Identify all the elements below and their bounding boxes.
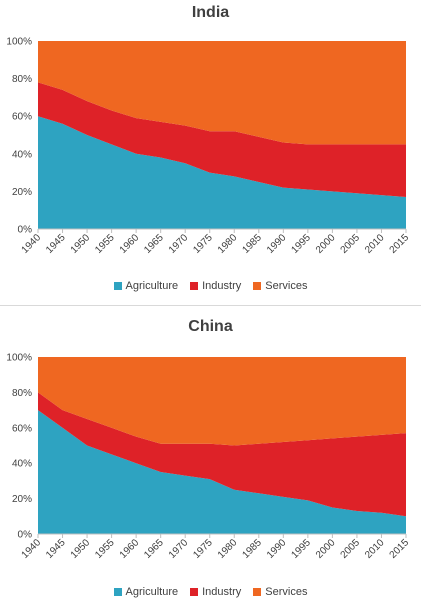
legend-swatch-services [253, 282, 262, 290]
x-tick-label: 1960 [118, 537, 142, 561]
y-tick-label: 0% [18, 225, 33, 236]
x-tick-label: 1995 [289, 537, 313, 561]
x-tick-label: 1985 [240, 232, 264, 256]
legend-swatch-industry [190, 282, 199, 290]
x-tick-label: 1955 [93, 537, 117, 561]
legend-swatch-industry [190, 588, 199, 596]
legend-item-agriculture: Agriculture [113, 280, 179, 292]
legend-swatch-services [253, 588, 262, 596]
legend-swatch-agriculture [113, 282, 122, 290]
x-tick-label: 1975 [191, 232, 215, 256]
area-agriculture [38, 410, 406, 534]
china-chart-plot: 0%20%40%60%80%100%1940 1945 1950 1955 1960 19… [6, 353, 412, 561]
x-tick-label: 1965 [142, 537, 166, 561]
x-tick-label: 1965 [142, 232, 166, 256]
area-industry [38, 82, 406, 198]
area-services [38, 357, 406, 446]
y-tick-label: 40% [12, 459, 32, 470]
x-tick-label: 1950 [69, 537, 93, 561]
legend-label: Agriculture [125, 586, 179, 598]
y-tick-label: 0% [18, 530, 33, 541]
x-tick-label: 1990 [265, 232, 289, 256]
legend-item-services: Services [253, 586, 307, 598]
divider [0, 305, 421, 306]
legend-item-industry: Industry [190, 586, 241, 598]
x-tick-label: 1970 [167, 537, 191, 561]
y-tick-label: 20% [12, 187, 32, 198]
x-tick-label: 1980 [216, 537, 240, 561]
y-tick-label: 20% [12, 494, 32, 505]
legend-label: Services [265, 280, 308, 292]
y-tick-label: 60% [12, 423, 32, 434]
x-tick-label: 1940 [20, 537, 44, 561]
legend-label: Agriculture [125, 280, 179, 292]
x-tick-label: 2010 [363, 232, 387, 256]
china-chart-panel: China 0% 20% 40% 60% 80% 100% 1940 1945 1950 1955… [0, 310, 421, 602]
y-tick-label: 100% [6, 353, 32, 364]
x-tick-label: 1975 [191, 537, 215, 561]
area-industry [38, 392, 406, 517]
legend-label: Industry [202, 280, 242, 292]
x-tick-label: 1970 [167, 232, 191, 256]
y-tick-label: 40% [12, 149, 32, 160]
x-tick-label: 1945 [44, 537, 68, 561]
chart-title: India [191, 4, 230, 21]
x-tick-label: 1960 [118, 232, 142, 256]
y-tick-label: 80% [12, 74, 32, 85]
x-tick-label: 1940 [20, 232, 44, 256]
y-tick-label: 60% [12, 112, 32, 123]
legend-swatch-agriculture [113, 588, 122, 596]
x-tick-label: 1955 [93, 232, 117, 256]
x-tick-label: 2010 [363, 537, 387, 561]
legend-item-industry: Industry [190, 280, 241, 292]
x-tick-label: 1995 [289, 232, 313, 256]
x-tick-label: 1980 [216, 232, 240, 256]
india-chart-panel: India 0% 20% 40% 60% 80% 100% 1940 1945 1950 1955… [0, 0, 421, 300]
legend-item-services: Services [253, 280, 307, 292]
x-tick-label: 1990 [265, 537, 289, 561]
legend-label: Industry [202, 586, 242, 598]
legend: Agriculture Industry Services [0, 586, 421, 598]
y-tick-label: 80% [12, 388, 32, 399]
legend-item-agriculture: Agriculture [113, 586, 179, 598]
area-agriculture [38, 116, 406, 229]
x-tick-label: 2005 [339, 232, 363, 256]
area-services [38, 41, 406, 145]
x-tick-label: 2015 [388, 232, 412, 256]
india-chart-plot: 0%20%40%60%80%100%1940 1945 1950 1955 1960 19… [6, 37, 412, 256]
x-tick-label: 2005 [339, 537, 363, 561]
x-tick-label: 2000 [314, 537, 338, 561]
legend: Agriculture Industry Services [0, 280, 421, 292]
x-tick-label: 2015 [388, 537, 412, 561]
chart-title: China [188, 318, 233, 335]
legend-label: Services [265, 586, 308, 598]
x-tick-label: 1950 [69, 232, 93, 256]
y-tick-label: 100% [6, 37, 32, 48]
x-tick-label: 2000 [314, 232, 338, 256]
x-tick-label: 1985 [240, 537, 264, 561]
x-tick-label: 1945 [44, 232, 68, 256]
